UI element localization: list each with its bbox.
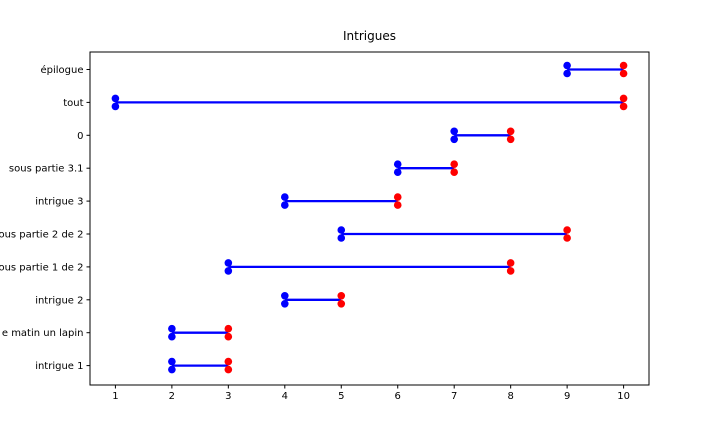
start-marker xyxy=(450,127,458,136)
start-marker xyxy=(337,234,346,242)
start-marker xyxy=(168,365,176,374)
end-marker xyxy=(506,267,515,275)
category-label: ous partie 2 de 2 xyxy=(0,230,84,241)
end-marker xyxy=(506,135,515,144)
category-label: sous partie 3.1 xyxy=(9,164,84,175)
start-marker xyxy=(281,300,289,308)
x-tick-label: 5 xyxy=(338,391,344,402)
category-label: intrigue 1 xyxy=(35,361,83,372)
end-marker xyxy=(224,357,233,366)
chart-title: Intrigues xyxy=(343,29,396,43)
start-marker xyxy=(168,357,176,366)
category-label: tout xyxy=(63,98,83,109)
x-tick-label: 3 xyxy=(225,391,231,402)
start-marker xyxy=(111,102,120,111)
end-marker xyxy=(337,300,346,308)
start-marker xyxy=(281,292,289,300)
end-marker xyxy=(506,127,515,136)
start-marker xyxy=(224,259,233,267)
start-marker xyxy=(281,201,289,209)
x-tick-label: 7 xyxy=(451,391,457,402)
end-marker xyxy=(619,102,628,111)
x-tick-label: 2 xyxy=(169,391,175,402)
end-marker xyxy=(224,365,233,374)
x-tick-label: 9 xyxy=(564,391,570,402)
category-label: intrigue 3 xyxy=(35,197,83,208)
start-marker xyxy=(111,94,120,103)
start-marker xyxy=(393,160,402,168)
category-label: 0 xyxy=(77,131,83,142)
start-marker xyxy=(450,135,458,144)
x-tick-label: 8 xyxy=(507,391,513,402)
start-marker xyxy=(563,69,571,78)
end-marker xyxy=(450,168,458,176)
end-marker xyxy=(506,259,515,267)
end-marker xyxy=(337,292,346,300)
start-marker xyxy=(337,226,346,234)
category-label: e matin un lapin xyxy=(2,328,84,339)
end-marker xyxy=(563,226,571,234)
start-marker xyxy=(168,324,176,333)
end-marker xyxy=(393,201,402,209)
start-marker xyxy=(168,332,176,341)
category-label: ous partie 1 de 2 xyxy=(0,262,84,273)
end-marker xyxy=(450,160,458,168)
x-tick-label: 1 xyxy=(112,391,118,402)
category-label: intrigue 2 xyxy=(35,295,83,306)
start-marker xyxy=(563,61,571,70)
plot-border xyxy=(89,51,650,386)
start-marker xyxy=(224,267,233,275)
category-label: épilogue xyxy=(40,64,83,76)
end-marker xyxy=(619,69,628,78)
x-tick-label: 6 xyxy=(395,391,401,402)
end-marker xyxy=(619,61,628,70)
end-marker xyxy=(393,193,402,201)
end-marker xyxy=(619,94,628,103)
start-marker xyxy=(281,193,289,201)
start-marker xyxy=(393,168,402,176)
x-tick-label: 10 xyxy=(617,391,630,402)
end-marker xyxy=(224,324,233,333)
end-marker xyxy=(563,234,571,242)
x-tick-label: 4 xyxy=(282,391,288,402)
end-marker xyxy=(224,332,233,341)
